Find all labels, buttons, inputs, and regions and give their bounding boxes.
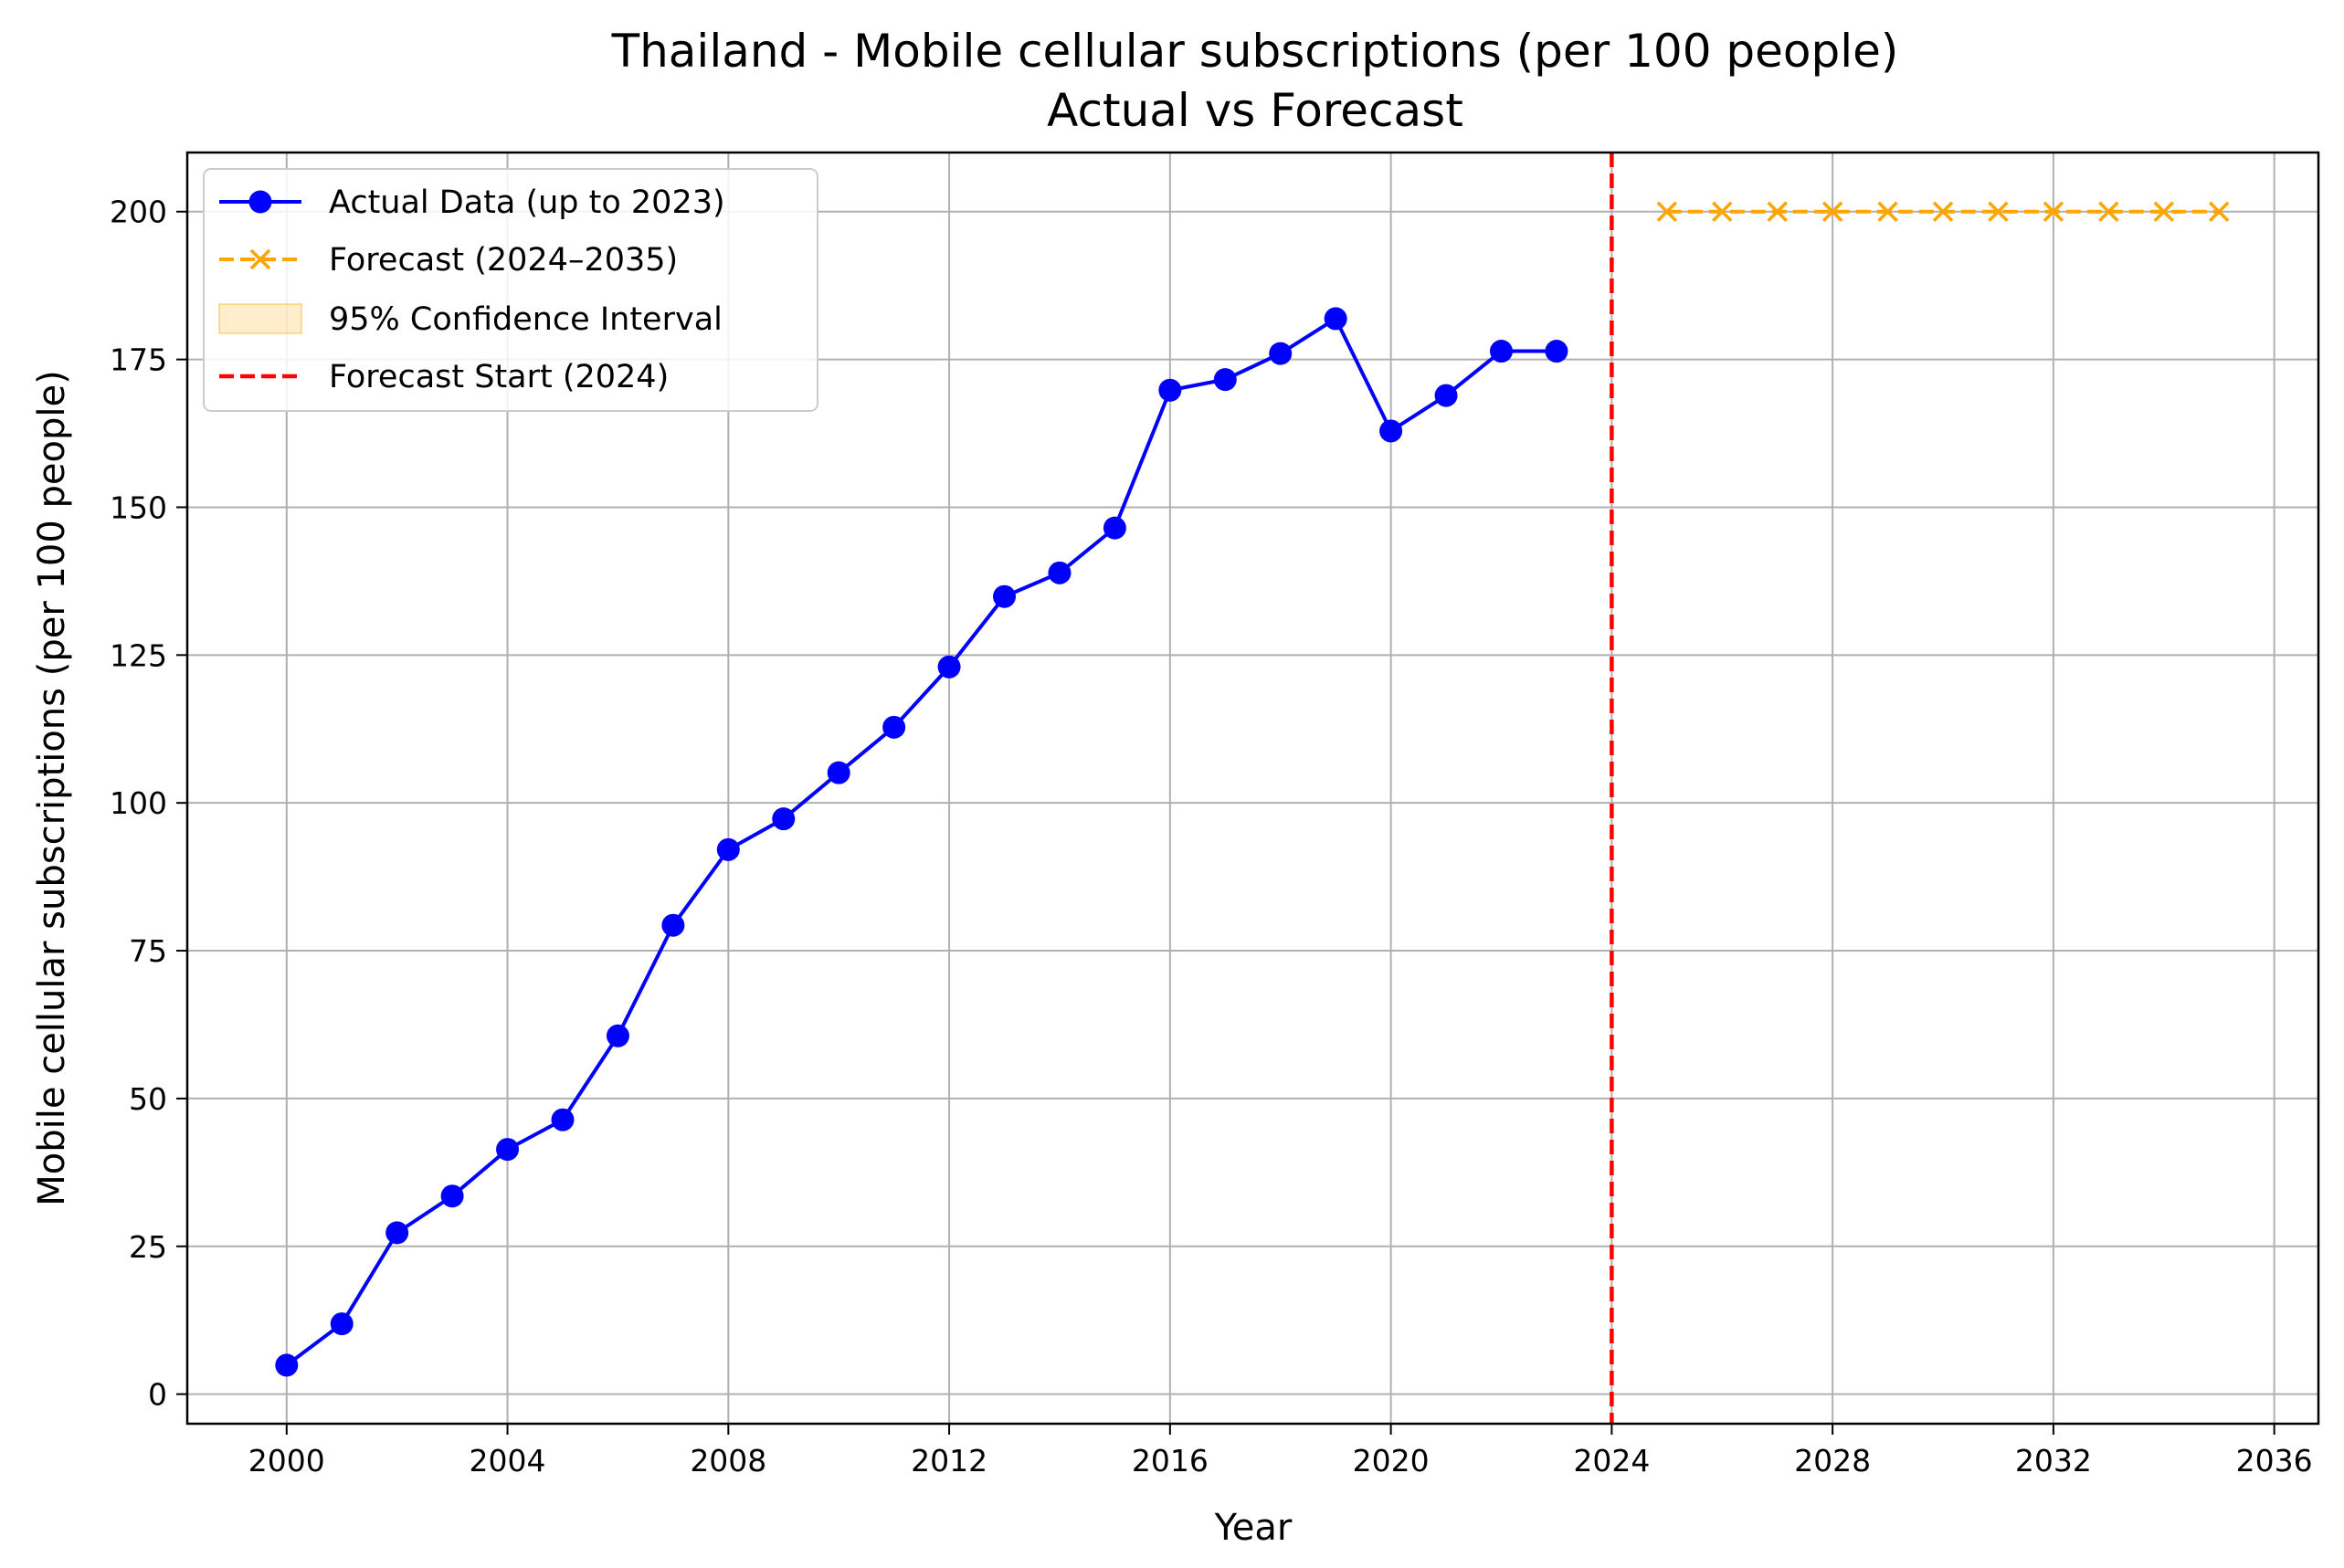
legend-swatch-marker <box>249 248 271 270</box>
y-tick-label: 125 <box>110 637 167 673</box>
actual-point <box>882 715 906 739</box>
x-axis: 2000 2004 2008 2012 2016 2020 2024 2028 2032 2036 <box>248 1424 2313 1479</box>
actual-point <box>772 807 796 831</box>
y-axis: 0 25 50 75 100 125 150 175 200 <box>110 195 187 1413</box>
forecast-marker-stroke <box>2043 201 2064 222</box>
actual-point <box>440 1184 464 1208</box>
forecast-marker-stroke <box>2208 201 2230 222</box>
x-tick-label: 2032 <box>2015 1443 2092 1479</box>
y-axis-label: Mobile cellular subscriptions (per 100 p… <box>31 370 73 1205</box>
actual-point <box>1269 342 1293 365</box>
actual-point <box>275 1353 299 1377</box>
forecast-point <box>1656 201 1678 222</box>
legend-frame <box>203 168 818 412</box>
y-tick-label: 200 <box>110 195 167 230</box>
actual-point <box>551 1108 575 1131</box>
forecast-point <box>2153 201 2175 222</box>
legend-label: 95% Confidence Interval <box>329 301 723 338</box>
forecast-marker-stroke <box>1932 201 1954 222</box>
legend-entry: 95% Confidence Interval <box>218 301 723 338</box>
forecast-point <box>2043 201 2064 222</box>
legend-label: Forecast (2024–2035) <box>329 242 678 279</box>
actual-point <box>385 1221 409 1245</box>
legend-label: Actual Data (up to 2023) <box>329 184 725 221</box>
forecast-marker-stroke <box>2153 201 2175 222</box>
y-tick-label: 175 <box>110 342 167 378</box>
legend-items: Actual Data (up to 2023) Forecast (2024–2… <box>218 184 725 395</box>
x-tick-label: 2028 <box>1794 1443 1871 1479</box>
actual-point <box>661 913 685 937</box>
actual-point <box>1048 561 1072 584</box>
actual-point <box>606 1024 629 1047</box>
y-tick-label: 75 <box>129 933 167 969</box>
actual-series-line <box>285 316 1557 1367</box>
chart-title: Thailand - Mobile cellular subscriptions… <box>611 25 1899 78</box>
actual-point <box>1545 340 1568 363</box>
forecast-point <box>1877 201 1898 222</box>
forecast-point <box>1821 201 1843 222</box>
legend: Actual Data (up to 2023) Forecast (2024–2… <box>203 168 818 412</box>
x-tick-label: 2004 <box>470 1443 546 1479</box>
legend-swatch-marker <box>248 190 272 214</box>
actual-point <box>1489 340 1513 363</box>
y-tick-label: 25 <box>129 1229 167 1265</box>
actual-point <box>993 584 1017 608</box>
actual-point <box>330 1312 354 1336</box>
chart-subtitle: Actual vs Forecast <box>1047 84 1463 137</box>
x-tick-label: 2020 <box>1353 1443 1430 1479</box>
actual-point <box>1434 384 1458 407</box>
legend-label: Forecast Start (2024) <box>329 359 669 395</box>
actual-point <box>1158 378 1182 402</box>
actual-point <box>496 1138 520 1162</box>
forecast-marker-stroke <box>1877 201 1898 222</box>
x-tick-label: 2036 <box>2236 1443 2313 1479</box>
y-tick-label: 100 <box>110 785 167 821</box>
actual-point <box>937 655 961 679</box>
forecast-point <box>1712 201 1733 222</box>
forecast-marker-stroke <box>1821 201 1843 222</box>
forecast-marker-stroke <box>1988 201 2009 222</box>
actual-point <box>1213 368 1237 392</box>
forecast-point <box>1767 201 1788 222</box>
y-tick-label: 150 <box>110 489 167 525</box>
forecast-point <box>2208 201 2230 222</box>
forecast-marker-stroke <box>2098 201 2119 222</box>
legend-entry: Forecast Start (2024) <box>219 359 669 395</box>
x-tick-label: 2012 <box>911 1443 987 1479</box>
y-tick-label: 50 <box>129 1081 167 1117</box>
x-tick-label: 2016 <box>1132 1443 1209 1479</box>
forecast-point <box>2098 201 2119 222</box>
plot-area-frame <box>185 151 2320 1426</box>
forecast-point <box>1932 201 1954 222</box>
forecast-marker-stroke <box>1656 201 1678 222</box>
actual-point <box>827 761 850 784</box>
legend-swatch-band <box>218 303 302 334</box>
y-tick-label: 0 <box>148 1377 167 1413</box>
actual-point <box>1103 516 1126 540</box>
series-layer <box>275 153 2230 1424</box>
actual-point <box>716 837 740 861</box>
forecast-marker-stroke <box>1767 201 1788 222</box>
x-tick-label: 2008 <box>690 1443 766 1479</box>
forecast-point <box>1988 201 2009 222</box>
forecast-marker-stroke <box>1712 201 1733 222</box>
actual-point <box>1379 419 1403 443</box>
x-tick-label: 2000 <box>248 1443 325 1479</box>
legend-entry: Forecast (2024–2035) <box>219 242 678 279</box>
x-tick-label: 2024 <box>1573 1443 1650 1479</box>
actual-point <box>1324 307 1347 331</box>
legend-entry: Actual Data (up to 2023) <box>219 184 725 221</box>
x-axis-label: Year <box>1214 1507 1293 1549</box>
